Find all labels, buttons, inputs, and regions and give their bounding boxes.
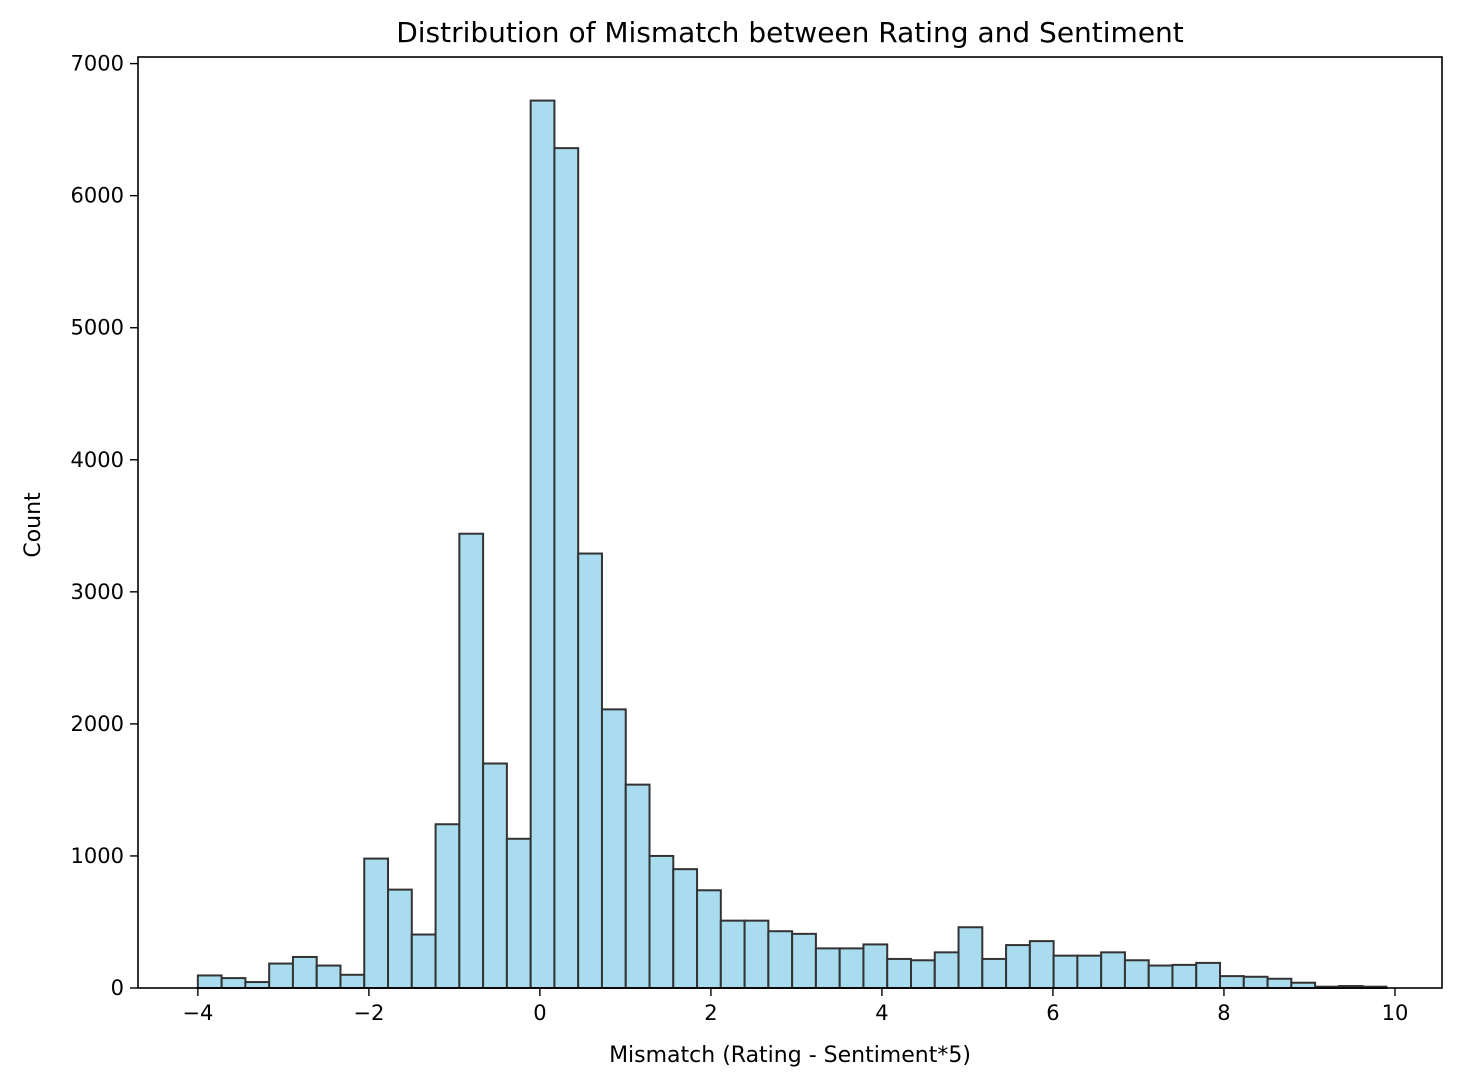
histogram-bar [1195, 961, 1222, 990]
histogram-bar [981, 957, 1008, 989]
histogram-bar [315, 964, 342, 989]
chart-title: Distribution of Mismatch between Rating … [396, 16, 1184, 49]
histogram-bar [1005, 944, 1031, 989]
histogram-bar [767, 930, 794, 989]
histogram-bar [1123, 959, 1150, 989]
histogram-bar [363, 857, 390, 990]
histogram-bar [482, 762, 508, 989]
histogram-bar [743, 919, 770, 989]
histogram-bar [862, 943, 889, 989]
histogram-bar [909, 959, 936, 989]
histogram-bar [1028, 940, 1055, 990]
histogram-bar [719, 919, 746, 989]
x-tick-label: 8 [1217, 1001, 1230, 1025]
histogram-bar [814, 947, 841, 990]
histogram-bar [838, 947, 865, 990]
x-tick-label: 4 [875, 1001, 888, 1025]
y-axis-ticks: 0 1000 2000 3000 4000 5000 6000 7000 [71, 52, 138, 1000]
histogram-bar [791, 932, 817, 990]
histogram-bar [1266, 977, 1293, 990]
histogram-bar [387, 888, 413, 990]
histogram-bar [553, 147, 580, 990]
histogram-bar [1100, 951, 1126, 989]
x-tick-label: −2 [353, 1001, 384, 1025]
histogram-bar [1076, 954, 1103, 990]
histogram-bar [624, 783, 651, 989]
histogram-bar [434, 823, 461, 989]
histogram-bar [933, 951, 960, 989]
histogram-bar [410, 933, 437, 990]
histogram-bar [672, 868, 699, 989]
y-tick-label: 4000 [71, 448, 124, 472]
histogram-bar [1242, 975, 1269, 990]
histogram-bar [696, 889, 722, 989]
x-tick-label: 10 [1382, 1001, 1409, 1025]
bars-group [196, 99, 1388, 990]
y-tick-label: 1000 [71, 844, 124, 868]
y-tick-label: 5000 [71, 316, 124, 340]
y-tick-label: 0 [111, 976, 124, 1000]
histogram-bar [339, 973, 366, 989]
plot-frame [137, 56, 1443, 989]
histogram-bar [1147, 964, 1174, 989]
histogram-bar [1219, 975, 1245, 989]
histogram-bar [648, 854, 675, 989]
histogram-bar [577, 552, 603, 989]
x-axis-ticks: −4 −2 0 2 4 6 8 10 [182, 988, 1408, 1025]
y-tick-label: 7000 [71, 52, 124, 76]
histogram-bar [244, 981, 271, 989]
histogram-bar [957, 926, 984, 990]
x-tick-label: 2 [704, 1001, 717, 1025]
histogram-bar [268, 962, 294, 990]
histogram-bar [600, 708, 627, 989]
histogram-bar [1171, 963, 1198, 990]
histogram-bar [505, 837, 532, 989]
y-tick-label: 2000 [71, 712, 124, 736]
histogram-bar [886, 957, 912, 989]
histogram-bar [196, 974, 223, 989]
histogram-bar [220, 977, 247, 990]
y-tick-label: 6000 [71, 184, 124, 208]
x-tick-label: −4 [182, 1001, 213, 1025]
x-axis-label: Mismatch (Rating - Sentiment*5) [609, 1043, 971, 1068]
x-tick-label: 0 [533, 1001, 546, 1025]
x-tick-label: 6 [1046, 1001, 1059, 1025]
y-tick-label: 3000 [71, 580, 124, 604]
histogram-bar [529, 99, 556, 989]
y-axis-label: Count [21, 492, 46, 558]
histogram-bar [1052, 954, 1079, 990]
histogram-bar [458, 532, 485, 989]
histogram-bar [291, 955, 318, 990]
